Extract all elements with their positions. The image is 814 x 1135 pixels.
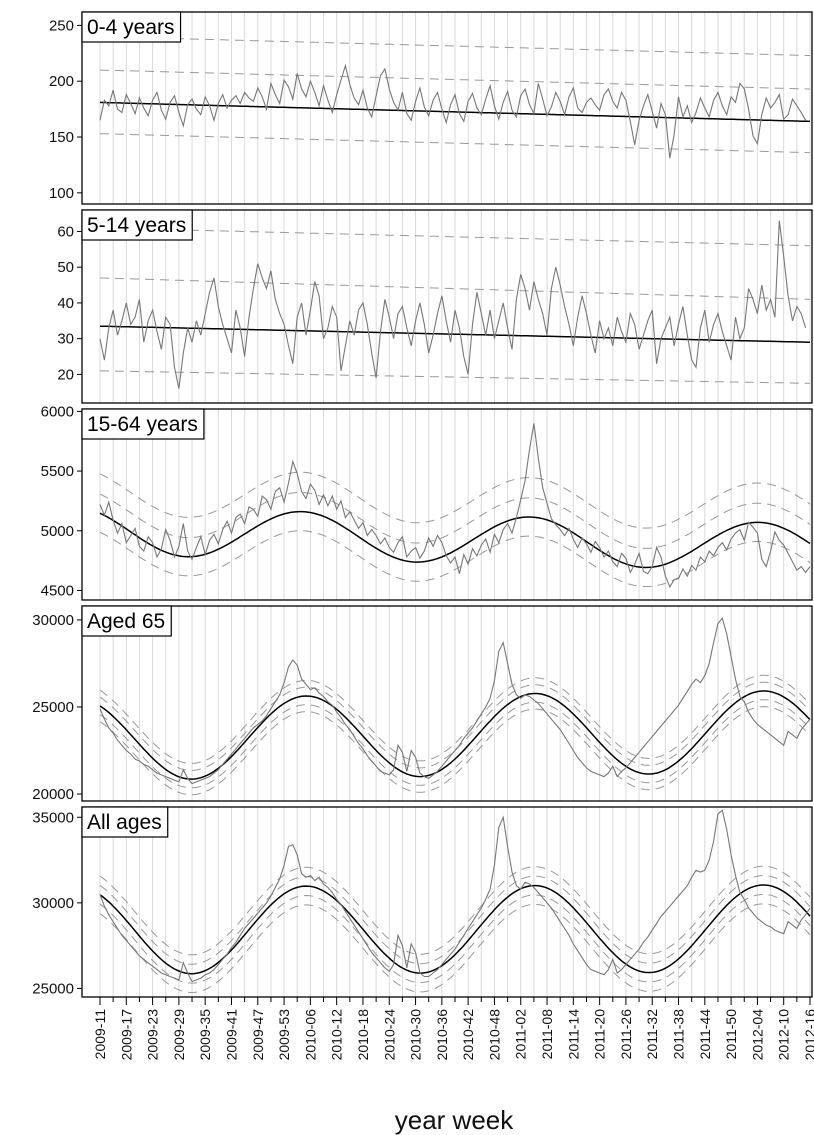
plot-area (99, 809, 811, 993)
band-line (99, 865, 811, 956)
x-tick-label: 2009-11 (92, 1009, 108, 1060)
x-tick-label: 2010-18 (355, 1009, 371, 1061)
panel-title: 15-64 years (87, 413, 198, 436)
observed-line (99, 617, 811, 785)
observed-line (99, 423, 811, 589)
x-tick-label: 2012-04 (749, 1009, 765, 1061)
panel-title: All ages (87, 811, 162, 834)
band-line (100, 227, 810, 247)
panel-frame (81, 408, 813, 601)
panel-1: 20 30 40 50 60 5-14 years (57, 209, 813, 404)
observed-line (99, 63, 807, 159)
y-tick-label: 60 (57, 223, 74, 240)
y-tick-label: 25000 (32, 699, 74, 716)
panel-0: 100 150 200 250 0-4 years (49, 11, 813, 205)
y-tick-label: 40 (57, 295, 74, 312)
panel-title-box (81, 11, 182, 43)
observed-line (99, 220, 807, 389)
y-tick-label: 35000 (32, 809, 74, 826)
band-line (99, 277, 811, 300)
band-line (99, 370, 810, 384)
y-tick-label: 25000 (32, 980, 74, 997)
x-tick-label: 2010-30 (408, 1009, 424, 1061)
x-tick-label: 2009-41 (224, 1009, 240, 1061)
plot-area (99, 617, 811, 796)
x-tick-label: 2011-44 (697, 1009, 713, 1060)
plot-area (99, 423, 811, 589)
panel-frame (81, 209, 813, 404)
y-tick-label: 30000 (32, 612, 74, 629)
band-line (99, 875, 811, 965)
plot-area (99, 220, 811, 389)
x-axis: 2009-11 2009-17 2009-23 2009-29 2009-35 2009-… (82, 996, 814, 1061)
y-tick-label: 20 (57, 366, 74, 383)
x-tick-label: 2010-48 (486, 1009, 502, 1061)
x-tick-label: 2009-47 (250, 1009, 266, 1061)
x-tick-label: 2011-38 (671, 1009, 687, 1060)
baseline-line (100, 325, 810, 343)
x-tick-label: 2011-02 (513, 1009, 529, 1060)
x-tick-label: 2010-12 (329, 1009, 345, 1061)
y-tick-label: 5500 (41, 463, 74, 480)
panel-title: 0-4 years (87, 16, 175, 39)
panel-3: 20000 25000 30000 Aged 65 (32, 605, 813, 803)
x-tick-label: 2012-10 (776, 1009, 792, 1061)
x-tick-label: 2011-08 (539, 1009, 555, 1060)
band-line (100, 133, 811, 154)
band-line (99, 903, 811, 993)
panel-title-box (81, 209, 193, 241)
y-tick-label: 30000 (32, 895, 74, 912)
band-line (99, 471, 811, 529)
panel-title: 5-14 years (87, 214, 186, 237)
panel-4: 25000 30000 35000 All ages (32, 806, 813, 998)
y-tick-label: 6000 (41, 403, 74, 420)
panel-frame (81, 806, 813, 998)
x-tick-label: 2011-20 (592, 1009, 608, 1060)
x-tick-label: 2011-32 (644, 1009, 660, 1060)
plot-area (99, 36, 811, 159)
baseline-line (99, 884, 811, 975)
panel-title-box (81, 605, 172, 637)
x-tick-label: 2011-14 (565, 1009, 581, 1060)
y-tick-label: 20000 (32, 786, 74, 803)
x-tick-label: 2009-35 (197, 1009, 213, 1061)
x-tick-label: 2009-23 (145, 1009, 161, 1061)
observed-line (99, 809, 811, 983)
y-tick-label: 5000 (41, 523, 74, 540)
x-tick-label: 2010-36 (434, 1009, 450, 1061)
x-tick-label: 2011-50 (723, 1009, 739, 1060)
panel-title-box (81, 806, 169, 838)
x-tick-label: 2010-24 (381, 1009, 397, 1061)
x-tick-label: 2009-53 (276, 1009, 292, 1061)
x-tick-label: 2010-06 (302, 1009, 318, 1061)
y-tick-label: 100 (49, 185, 74, 202)
y-tick-label: 150 (49, 129, 74, 146)
baseline-line (99, 690, 811, 780)
panel-frame (81, 605, 813, 802)
band-line (100, 36, 810, 56)
x-axis-label: year week (395, 1105, 514, 1135)
y-tick-label: 250 (49, 17, 74, 34)
panel-frame (81, 11, 813, 205)
x-tick-label: 2009-17 (118, 1009, 134, 1061)
x-tick-label: 2012-16 (802, 1009, 814, 1061)
baseline-line (99, 510, 811, 569)
x-tick-label: 2009-29 (171, 1009, 187, 1061)
y-tick-label: 200 (49, 73, 74, 90)
panels-group: 100 150 200 250 0-4 years 20 30 40 50 60 5-14 year… (32, 11, 813, 998)
band-line (99, 492, 811, 549)
band-line (99, 893, 811, 984)
y-tick-label: 4500 (41, 582, 74, 599)
panel-title: Aged 65 (87, 610, 165, 633)
band-line (99, 530, 811, 588)
band-line (99, 69, 810, 90)
y-tick-label: 30 (57, 331, 74, 348)
x-tick-label: 2010-42 (460, 1009, 476, 1061)
panel-2: 4500 5000 5500 6000 15-64 years (41, 403, 813, 601)
panel-title-box (81, 408, 205, 440)
y-tick-label: 50 (57, 259, 74, 276)
x-tick-label: 2011-26 (618, 1009, 634, 1060)
